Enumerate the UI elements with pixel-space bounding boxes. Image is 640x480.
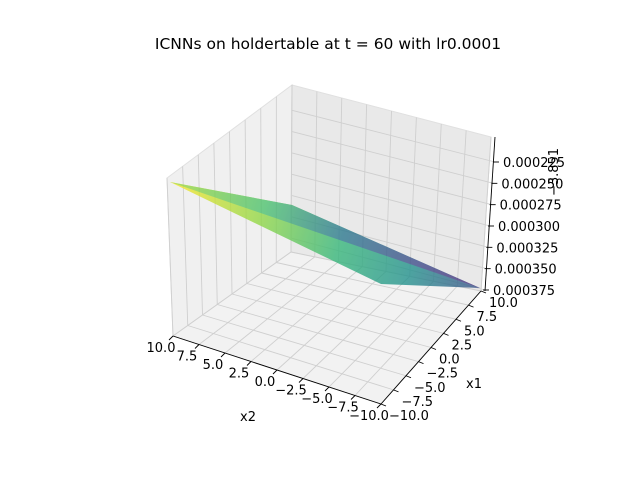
surface-plot (170, 182, 480, 288)
x1-tick-mark (430, 347, 437, 350)
x2-tick-mark (376, 403, 382, 409)
axes: 10.07.55.02.50.0−2.5−5.0−7.5−10.0 −10.0−7… (147, 136, 565, 424)
x2-tick-mark (350, 395, 356, 400)
surface-back-facet (170, 182, 480, 288)
z-tick-label: 0.000375 (493, 284, 555, 299)
x2-tick-label: 10.0 (147, 341, 176, 356)
x1-tick-label: 7.5 (477, 310, 498, 325)
z-tick-label: 0.000250 (501, 177, 563, 192)
z-tick-label: 0.000275 (500, 199, 562, 214)
x1-wall-gridline (197, 154, 203, 316)
x1-floor-gridline (276, 262, 469, 306)
x1-wall-gridline (182, 166, 189, 326)
x2-wall-gridline (456, 130, 467, 287)
x2-axis-label: x2 (240, 410, 256, 425)
x1-tick-mark (405, 375, 412, 379)
x1-floor-gridline (187, 325, 394, 391)
z-axis-line (484, 136, 496, 292)
x1-wall-gridline (229, 131, 233, 295)
x1-floor-gridline (202, 314, 407, 377)
x1-tick-mark (393, 389, 399, 393)
z-offset-label: −3.851 (547, 148, 562, 196)
x1-tick-label: −5.0 (414, 381, 446, 396)
x1-tick-label: 5.0 (464, 324, 485, 339)
x2-tick-label: 7.5 (177, 350, 198, 365)
z-wall-gridline (291, 131, 494, 184)
x2-tick-mark (194, 344, 200, 349)
x1-wall-gridline (260, 108, 262, 274)
x1-axis-label: x1 (466, 377, 482, 392)
x2-wall-gridline (409, 117, 417, 277)
x2-tick-label: −2.5 (275, 384, 307, 399)
x2-tick-mark (298, 378, 304, 383)
x1-tick-mark (455, 318, 462, 322)
x2-tick-mark (324, 386, 330, 392)
z-tick-label: 0.000350 (495, 263, 557, 278)
x1-tick-label: −10.0 (389, 409, 429, 424)
x2-tick-label: 5.0 (203, 358, 224, 373)
x1-floor-gridline (217, 304, 419, 363)
z-tick-label: 0.000300 (498, 220, 560, 235)
z-wall-gridline (291, 109, 496, 163)
x2-tick-label: 0.0 (255, 375, 276, 390)
x2-wall-gridline (480, 136, 492, 292)
x2-tick-mark (168, 335, 174, 341)
x1-tick-mark (480, 290, 487, 294)
x1-tick-mark (418, 361, 424, 365)
x2-tick-mark (272, 369, 278, 375)
x1-wall-gridline (166, 177, 174, 337)
x1-floor-gridline (261, 272, 457, 320)
x1-floor-gridline (231, 293, 432, 348)
x1-tick-label: −2.5 (427, 367, 459, 382)
z-tick-label: 0.000325 (496, 241, 558, 256)
x2-tick-mark (246, 361, 252, 366)
x2-axis-line (172, 335, 382, 405)
x1-tick-label: 0.0 (439, 353, 460, 368)
x1-axis-line (380, 290, 482, 405)
x1-tick-label: 2.5 (452, 338, 473, 353)
z-wall-gridline (291, 152, 492, 206)
x1-floor-gridline (246, 283, 444, 334)
x1-tick-mark (380, 403, 387, 407)
x1-tick-mark (443, 332, 449, 336)
x2-wall-gridline (385, 110, 392, 272)
x2-tick-label: 2.5 (229, 367, 250, 382)
chart-title: ICNNs on holdertable at t = 60 with lr0.… (155, 35, 501, 53)
z-tick-label: 0.000225 (503, 156, 565, 171)
x1-wall-gridline (213, 143, 218, 305)
x1-tick-label: 10.0 (489, 296, 518, 311)
x2-tick-label: −10.0 (349, 409, 389, 424)
z-wall-gridline (291, 195, 489, 248)
x1-tick-label: −7.5 (402, 395, 434, 410)
x1-tick-mark (468, 304, 474, 308)
x2-tick-label: −5.0 (301, 392, 333, 407)
x2-tick-label: −7.5 (327, 401, 359, 416)
z-wall-gridline (291, 173, 491, 227)
x2-tick-mark (220, 352, 226, 358)
